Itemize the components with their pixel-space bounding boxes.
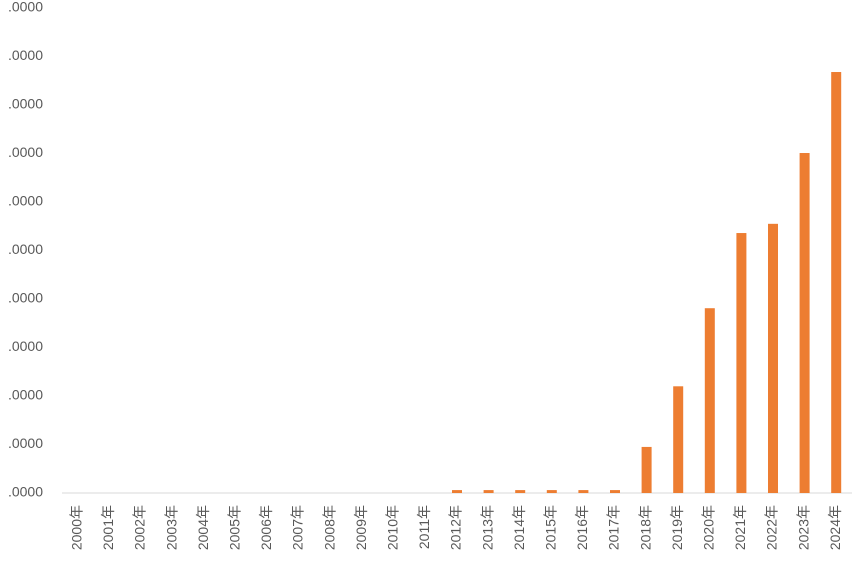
bar [673,386,684,493]
x-tick-label: 2011年 [416,505,432,549]
x-tick-label: 2006年 [258,505,274,550]
x-tick-label: 2020年 [701,505,717,550]
y-tick-label: .0000 [8,0,43,15]
bar [483,490,494,493]
x-tick-label: 2023年 [795,505,811,550]
x-tick-label: 2017年 [606,505,622,550]
x-tick-label: 2016年 [574,505,590,550]
y-tick-label: .0000 [8,387,43,403]
bar [704,308,715,493]
x-tick-label: 2014年 [511,505,527,550]
x-tick-label: 2021年 [732,505,748,550]
x-tick-label: 2009年 [353,505,369,550]
y-tick-label: .0000 [8,144,43,160]
y-tick-label: .0000 [8,241,43,257]
bar [768,223,778,493]
bar [578,490,589,493]
x-tick-label: 2024年 [827,505,843,550]
x-tick-label: 2010年 [385,505,401,550]
x-tick-label: 2018年 [637,505,653,550]
x-tick-label: 2008年 [321,505,337,550]
bar [736,233,747,494]
x-tick-label: 2012年 [448,505,464,550]
x-tick-label: 2013年 [479,505,495,550]
bar [610,490,620,493]
y-tick-label: .0000 [8,193,43,209]
x-tick-label: 2007年 [290,505,306,550]
x-tick-label: 2005年 [227,505,243,550]
y-tick-label: .0000 [8,484,43,500]
bar [546,490,557,493]
x-tick-label: 2015年 [543,505,559,550]
y-tick-label: .0000 [8,338,43,354]
bar [515,490,526,493]
y-tick-label: .0000 [8,435,43,451]
bar [641,446,652,493]
x-tick-label: 2001年 [100,505,116,550]
y-tick-label: .0000 [8,96,43,112]
bar [452,490,462,493]
x-tick-label: 2000年 [69,505,85,550]
x-tick-label: 2004年 [195,505,211,550]
y-tick-label: .0000 [8,290,43,306]
bar [831,72,842,494]
x-tick-label: 2003年 [163,505,179,550]
x-tick-label: 2019年 [669,505,685,550]
bar [799,153,810,493]
x-tick-label: 2002年 [132,505,148,550]
x-tick-label: 2022年 [764,505,780,550]
y-tick-label: .0000 [8,47,43,63]
